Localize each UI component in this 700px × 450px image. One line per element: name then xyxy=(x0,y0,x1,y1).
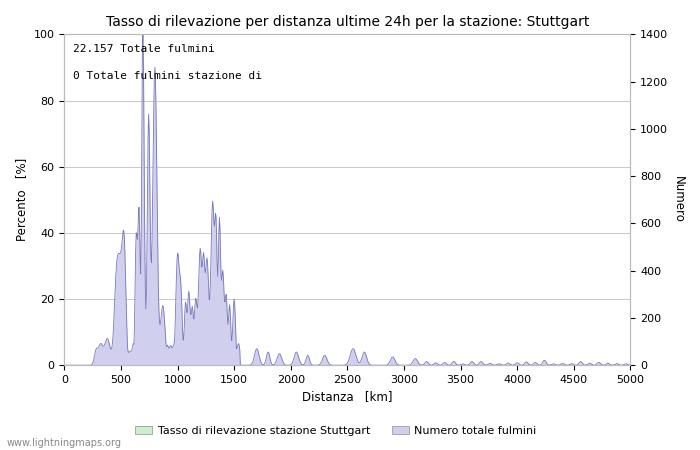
Legend: Tasso di rilevazione stazione Stuttgart, Numero totale fulmini: Tasso di rilevazione stazione Stuttgart,… xyxy=(131,421,541,440)
Text: 0 Totale fulmini stazione di: 0 Totale fulmini stazione di xyxy=(73,71,262,81)
Y-axis label: Percento   [%]: Percento [%] xyxy=(15,158,28,241)
Text: www.lightningmaps.org: www.lightningmaps.org xyxy=(7,438,122,448)
Title: Tasso di rilevazione per distanza ultime 24h per la stazione: Stuttgart: Tasso di rilevazione per distanza ultime… xyxy=(106,15,589,29)
X-axis label: Distanza   [km]: Distanza [km] xyxy=(302,391,393,404)
Text: 22.157 Totale fulmini: 22.157 Totale fulmini xyxy=(73,44,214,54)
Y-axis label: Numero: Numero xyxy=(672,176,685,223)
